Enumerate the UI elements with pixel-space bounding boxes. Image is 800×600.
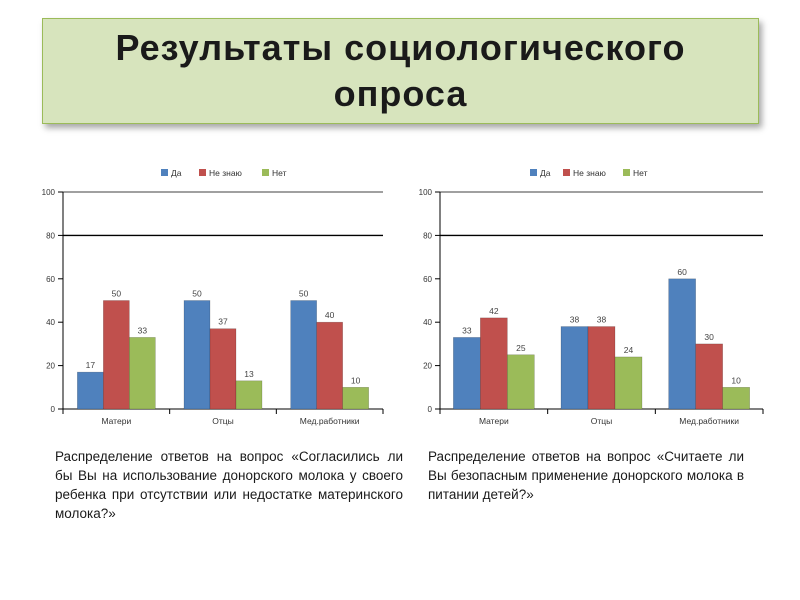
chart2-bar-2-2	[722, 387, 750, 410]
chart1-bar-label-0-2: 33	[138, 325, 148, 335]
page-title: Результаты социологического опроса	[115, 27, 686, 114]
chart1-ytick-label-0: 0	[51, 405, 56, 414]
chart1-bar-0-0	[77, 371, 104, 410]
bar-chart-consent: Да Не знаю Нет 0 20 40 60 80 100 17 50 33 Матери 50 37…	[42, 168, 384, 426]
chart2-bar-label-0-0: 33	[462, 325, 472, 335]
chart2-ytick-label-4: 80	[423, 231, 432, 240]
chart1-category-label-2: Мед.работники	[300, 416, 360, 426]
chart1-legend-swatch-2	[262, 169, 269, 176]
chart2-bar-label-0-1: 42	[489, 306, 499, 316]
chart1-bar-2-2	[342, 387, 369, 410]
chart1-bar-2-1	[316, 321, 343, 410]
title-banner: Результаты социологического опроса	[42, 18, 759, 124]
chart2-bar-label-2-1: 30	[704, 332, 714, 342]
chart2-ytick-label-0: 0	[428, 405, 433, 414]
chart2-legend-label-0: Да	[540, 168, 551, 178]
chart1-category-label-1: Отцы	[212, 416, 233, 426]
chart1-bar-1-0	[183, 300, 211, 410]
chart2-bar-label-1-0: 38	[570, 315, 580, 325]
chart1-bar-label-0-0: 17	[86, 360, 96, 370]
chart2-bar-0-2	[507, 354, 535, 410]
chart2-category-label-0: Матери	[479, 416, 509, 426]
chart1-legend-label-0: Да	[171, 168, 182, 178]
chart1-ytick-label-4: 80	[46, 231, 55, 240]
chart1-bar-1-2	[235, 380, 263, 410]
chart2-bar-0-1	[480, 317, 508, 410]
chart2-legend-label-2: Нет	[633, 168, 648, 178]
chart2-ytick-label-2: 40	[423, 318, 432, 327]
chart2-legend-label-1: Не знаю	[573, 168, 607, 178]
chart2-bar-label-1-2: 24	[624, 345, 634, 355]
chart2-bar-2-0	[668, 278, 696, 410]
chart1-bar-1-1	[209, 328, 237, 410]
chart2-ytick-label-5: 100	[419, 188, 433, 197]
chart2-ytick-label-3: 60	[423, 275, 432, 284]
chart1-legend-label-1: Не знаю	[209, 168, 243, 178]
chart2-bar-1-2	[614, 356, 643, 410]
chart2-bar-2-1	[695, 343, 723, 410]
chart1-bar-0-1	[103, 300, 130, 410]
chart2-category-label-2: Мед.работники	[679, 416, 739, 426]
chart2-legend-swatch-1	[563, 169, 570, 176]
chart2-bar-label-1-1: 38	[597, 315, 607, 325]
bar-chart-safety: Да Не знаю Нет 0 20 40 60 80 100 33 42 25 Матери 38 38…	[419, 168, 764, 426]
chart2-bar-label-0-2: 25	[516, 343, 526, 353]
chart-caption-consent: Распределение ответов на вопрос «Согласи…	[55, 449, 403, 521]
chart-caption-safety: Распределение ответов на вопрос «Считает…	[428, 449, 744, 502]
chart1-ytick-label-2: 40	[46, 318, 55, 327]
chart1-ytick-label-1: 20	[46, 362, 55, 371]
chart2-bar-0-0	[453, 337, 481, 410]
chart2-bar-1-0	[560, 326, 589, 410]
chart2-bar-label-2-2: 10	[731, 375, 741, 385]
chart2-category-label-1: Отцы	[591, 416, 612, 426]
chart1-legend-label-2: Нет	[272, 168, 287, 178]
chart2-bar-label-2-0: 60	[677, 267, 687, 277]
chart1-bar-label-2-2: 10	[351, 375, 361, 385]
chart1-bar-label-2-1: 40	[325, 310, 335, 320]
chart1-ytick-label-3: 60	[46, 275, 55, 284]
chart1-bar-2-0	[290, 300, 317, 410]
chart1-bar-label-1-2: 13	[244, 369, 254, 379]
chart1-bar-label-2-0: 50	[299, 289, 309, 299]
chart1-legend-swatch-1	[199, 169, 206, 176]
chart1-bar-label-1-0: 50	[192, 289, 202, 299]
chart1-category-label-0: Матери	[101, 416, 131, 426]
chart1-bar-0-2	[129, 337, 156, 410]
chart2-bar-1-1	[587, 326, 616, 410]
chart2-legend-swatch-0	[530, 169, 537, 176]
chart1-ytick-label-5: 100	[42, 188, 56, 197]
chart1-bar-label-0-1: 50	[112, 289, 122, 299]
chart2-legend-swatch-2	[623, 169, 630, 176]
chart1-bar-label-1-1: 37	[218, 317, 228, 327]
chart1-legend-swatch-0	[161, 169, 168, 176]
chart2-ytick-label-1: 20	[423, 362, 432, 371]
